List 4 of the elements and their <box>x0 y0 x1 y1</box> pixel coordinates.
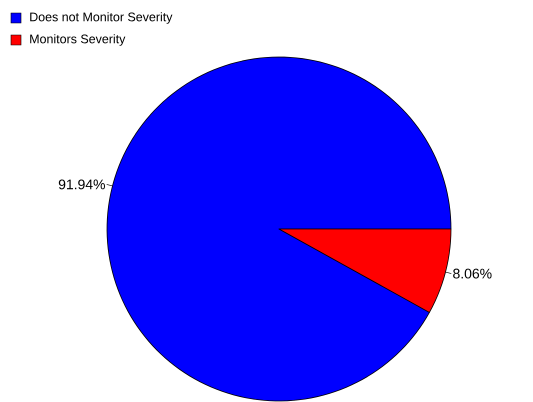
data-label: 91.94% <box>58 179 105 190</box>
data-label: 8.06% <box>453 268 492 279</box>
legend-label: Does not Monitor Severity <box>30 12 172 24</box>
legend-label: Monitors Severity <box>30 34 126 46</box>
